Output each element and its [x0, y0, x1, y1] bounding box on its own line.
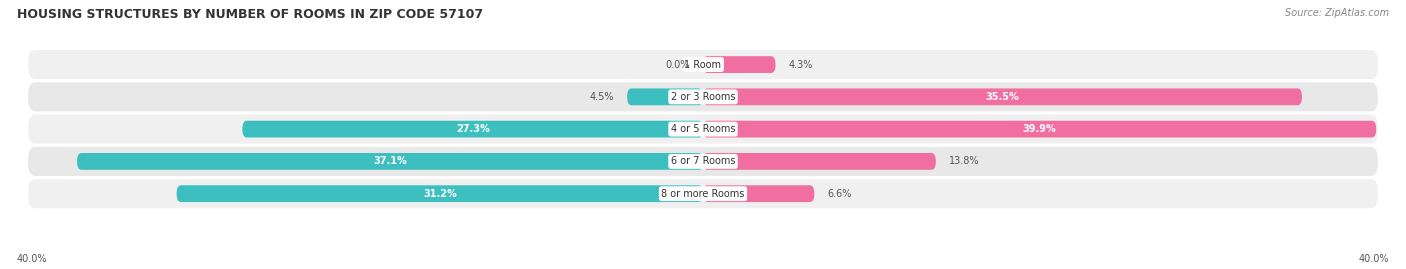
FancyBboxPatch shape: [703, 89, 1302, 105]
Text: 6 or 7 Rooms: 6 or 7 Rooms: [671, 156, 735, 167]
FancyBboxPatch shape: [77, 153, 703, 170]
FancyBboxPatch shape: [177, 185, 703, 202]
Text: 40.0%: 40.0%: [1358, 254, 1389, 264]
Text: 4.3%: 4.3%: [789, 59, 814, 70]
FancyBboxPatch shape: [703, 185, 814, 202]
Text: 8 or more Rooms: 8 or more Rooms: [661, 189, 745, 199]
Text: HOUSING STRUCTURES BY NUMBER OF ROOMS IN ZIP CODE 57107: HOUSING STRUCTURES BY NUMBER OF ROOMS IN…: [17, 8, 484, 21]
FancyBboxPatch shape: [28, 179, 1378, 208]
Text: 1 Room: 1 Room: [685, 59, 721, 70]
FancyBboxPatch shape: [28, 147, 1378, 176]
Text: 4.5%: 4.5%: [589, 92, 613, 102]
FancyBboxPatch shape: [28, 50, 1378, 79]
FancyBboxPatch shape: [703, 56, 776, 73]
FancyBboxPatch shape: [28, 82, 1378, 111]
Text: 35.5%: 35.5%: [986, 92, 1019, 102]
Text: 4 or 5 Rooms: 4 or 5 Rooms: [671, 124, 735, 134]
Text: Source: ZipAtlas.com: Source: ZipAtlas.com: [1285, 8, 1389, 18]
FancyBboxPatch shape: [627, 89, 703, 105]
Text: 37.1%: 37.1%: [373, 156, 406, 167]
FancyBboxPatch shape: [242, 121, 703, 137]
Text: 27.3%: 27.3%: [456, 124, 489, 134]
Text: 6.6%: 6.6%: [828, 189, 852, 199]
Text: 40.0%: 40.0%: [17, 254, 48, 264]
Text: 2 or 3 Rooms: 2 or 3 Rooms: [671, 92, 735, 102]
FancyBboxPatch shape: [703, 153, 936, 170]
Text: 13.8%: 13.8%: [949, 156, 980, 167]
FancyBboxPatch shape: [703, 121, 1376, 137]
Text: 31.2%: 31.2%: [423, 189, 457, 199]
Text: 39.9%: 39.9%: [1022, 124, 1056, 134]
FancyBboxPatch shape: [28, 115, 1378, 144]
Text: 0.0%: 0.0%: [665, 59, 689, 70]
